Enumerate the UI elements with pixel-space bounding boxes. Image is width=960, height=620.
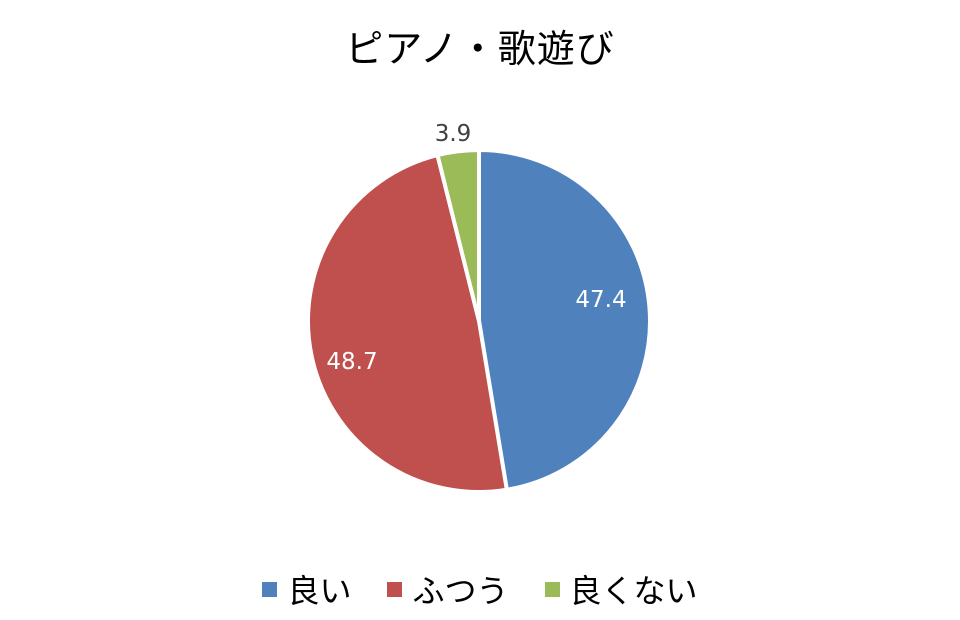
chart-title: ピアノ・歌遊び (345, 27, 615, 71)
legend-item-normal: ふつう (387, 566, 509, 612)
data-label-bad: 3.9 (435, 121, 472, 147)
legend-label-good: 良い (287, 572, 352, 610)
legend-label-normal: ふつう (412, 572, 509, 610)
legend-swatch-bad (544, 581, 560, 597)
legend-swatch-good (262, 581, 278, 597)
slice-good (477, 148, 652, 492)
legend-item-good: 良い (262, 566, 351, 612)
legend: 良い ふつう 良くない (0, 566, 960, 612)
legend-swatch-normal (387, 581, 403, 597)
legend-label-bad: 良くない (569, 572, 698, 610)
data-label-good: 47.4 (575, 287, 626, 313)
legend-item-bad: 良くない (544, 566, 698, 612)
data-label-normal: 48.7 (326, 349, 377, 375)
slice-bad (435, 148, 481, 323)
